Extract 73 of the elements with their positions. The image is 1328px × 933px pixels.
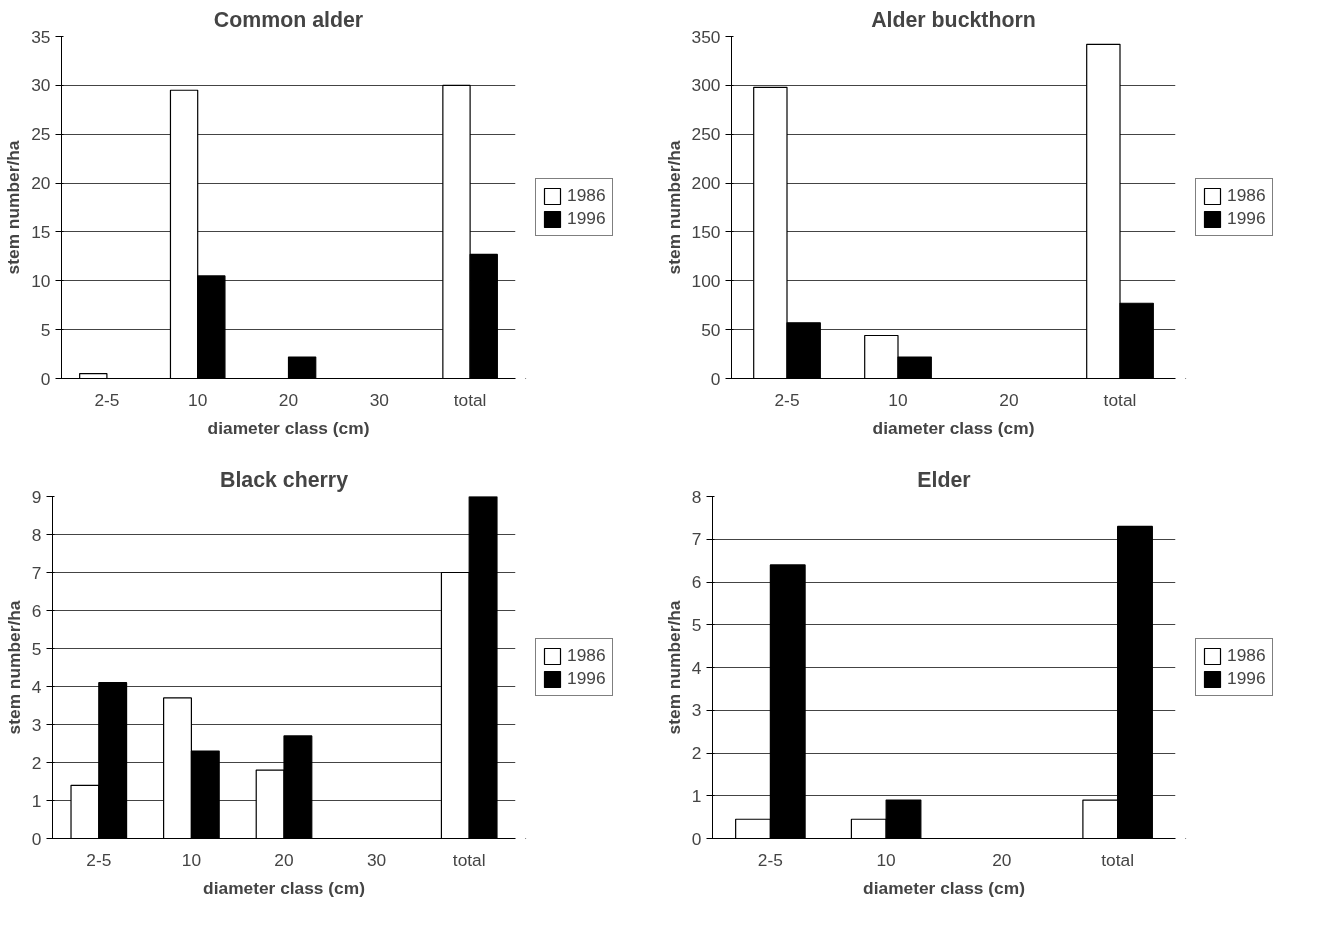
y-tick-label: 4 bbox=[31, 676, 42, 697]
y-tick-label: 5 bbox=[40, 319, 51, 340]
y-tick-label: 15 bbox=[31, 221, 51, 242]
y-tick-label: 6 bbox=[31, 600, 42, 621]
x-tick-label: total bbox=[453, 389, 487, 410]
y-tick-label: 300 bbox=[691, 75, 721, 96]
y-tick-label: 2 bbox=[691, 743, 702, 763]
y-tick-label: 6 bbox=[691, 572, 702, 592]
y-tick-label: 1 bbox=[31, 790, 42, 811]
y-tick-label: 3 bbox=[691, 700, 702, 721]
x-axis-title: diameter class (cm) bbox=[872, 417, 1035, 438]
y-tick-label: 9 bbox=[31, 486, 42, 507]
x-tick-label: total bbox=[1103, 389, 1137, 410]
x-axis-title: diameter class (cm) bbox=[203, 877, 365, 898]
legend-label: 1986 bbox=[1227, 645, 1266, 666]
legend-label: 1986 bbox=[1227, 185, 1266, 206]
x-tick-label: total bbox=[1101, 849, 1135, 870]
x-tick-label: 30 bbox=[369, 389, 389, 410]
y-tick-label: 5 bbox=[691, 614, 702, 635]
legend-label: 1996 bbox=[1227, 668, 1266, 689]
y-tick-label: 8 bbox=[691, 486, 702, 507]
y-tick-label: 0 bbox=[31, 828, 42, 849]
x-tick-label: 10 bbox=[181, 849, 202, 870]
y-tick-label: 0 bbox=[710, 368, 721, 389]
y-tick-label: 2 bbox=[31, 752, 42, 773]
x-tick-label: 2-5 bbox=[94, 389, 120, 410]
x-tick-label: 2-5 bbox=[757, 849, 783, 870]
x-tick-label: 2-5 bbox=[86, 849, 112, 870]
chart-title: Black cherry bbox=[219, 467, 349, 492]
chart-title: Common alder bbox=[213, 7, 364, 32]
y-tick-label: 10 bbox=[31, 270, 51, 291]
y-tick-label: 7 bbox=[31, 562, 42, 583]
legend-label: 1986 bbox=[567, 185, 606, 206]
x-tick-label: 2-5 bbox=[774, 389, 800, 410]
legend-label: 1996 bbox=[567, 208, 606, 229]
chart-title: Alder buckthorn bbox=[871, 7, 1036, 32]
x-tick-label: 20 bbox=[274, 849, 294, 870]
y-tick-label: 0 bbox=[40, 368, 51, 389]
legend-label: 1996 bbox=[1227, 208, 1266, 229]
y-axis-title: stem number/ha bbox=[663, 600, 684, 735]
x-tick-label: 30 bbox=[366, 849, 387, 870]
y-tick-label: 150 bbox=[691, 221, 721, 242]
y-tick-label: 1 bbox=[691, 785, 702, 806]
x-axis-title: diameter class (cm) bbox=[863, 877, 1025, 898]
x-tick-label: 10 bbox=[876, 849, 896, 870]
x-tick-label: 10 bbox=[888, 389, 908, 410]
y-tick-label: 20 bbox=[31, 173, 51, 194]
y-axis-title: stem number/ha bbox=[663, 140, 684, 275]
y-tick-label: 250 bbox=[691, 124, 721, 145]
x-tick-label: 20 bbox=[278, 389, 299, 410]
chart-title: Elder bbox=[917, 467, 971, 492]
y-axis-title: stem number/ha bbox=[3, 600, 24, 735]
x-tick-label: 10 bbox=[188, 389, 208, 410]
x-tick-label: total bbox=[452, 849, 486, 870]
y-tick-label: 8 bbox=[31, 524, 42, 545]
y-tick-label: 25 bbox=[31, 124, 51, 145]
y-tick-label: 0 bbox=[691, 828, 702, 849]
legend-label: 1996 bbox=[567, 668, 606, 689]
x-axis-title: diameter class (cm) bbox=[207, 417, 370, 438]
y-tick-label: 5 bbox=[31, 638, 42, 659]
x-tick-label: 20 bbox=[999, 389, 1019, 410]
y-tick-label: 4 bbox=[691, 657, 702, 678]
y-tick-label: 35 bbox=[31, 26, 51, 47]
y-tick-label: 3 bbox=[31, 714, 42, 735]
y-tick-label: 350 bbox=[691, 26, 721, 47]
y-tick-label: 7 bbox=[691, 529, 702, 550]
x-tick-label: 20 bbox=[992, 849, 1012, 870]
legend-label: 1986 bbox=[567, 645, 606, 666]
y-tick-label: 50 bbox=[701, 319, 721, 340]
y-tick-label: 100 bbox=[691, 270, 721, 291]
y-tick-label: 30 bbox=[31, 75, 51, 96]
y-axis-title: stem number/ha bbox=[3, 140, 24, 275]
y-tick-label: 200 bbox=[691, 173, 721, 194]
